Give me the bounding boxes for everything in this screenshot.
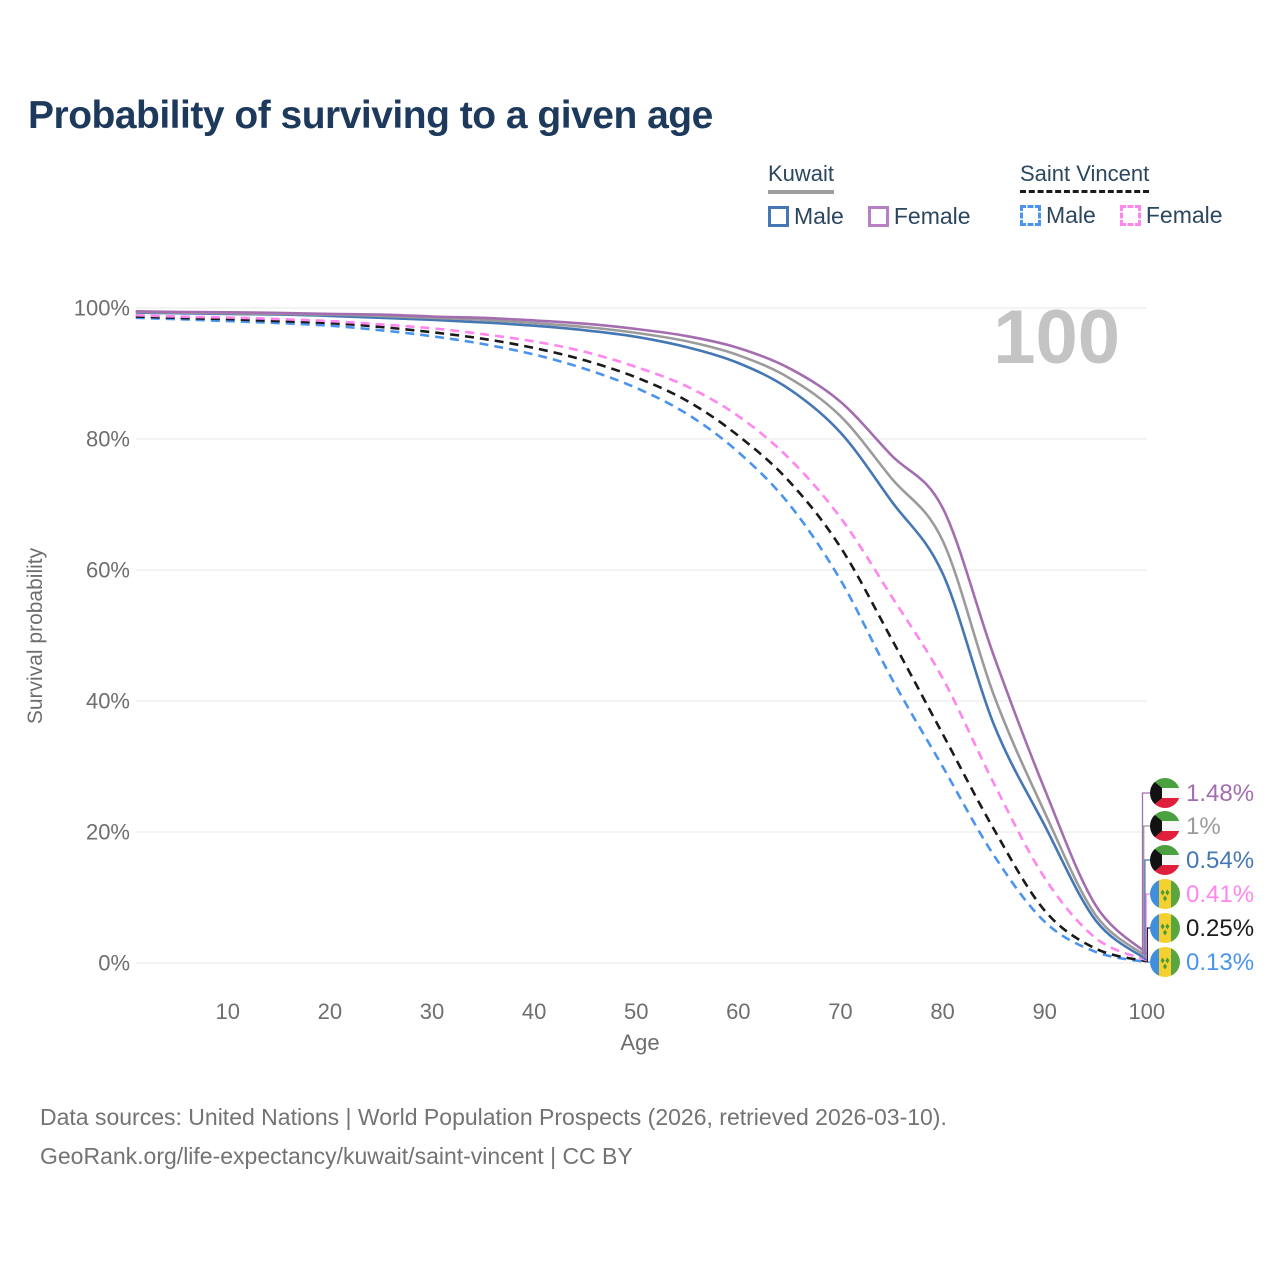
legend-toggle-kuwait-female[interactable]: Female	[867, 203, 971, 230]
end-label-saint-vincent-female: 0.41%	[1186, 881, 1254, 908]
y-tick-label-80: 80%	[86, 427, 130, 452]
x-tick-label-90: 90	[1032, 999, 1056, 1024]
end-label-saint-vincent-both-sexes: 0.25%	[1186, 915, 1254, 942]
saint-vincent-flag-icon	[1150, 947, 1180, 977]
kuwait-flag-icon	[1150, 845, 1180, 875]
curve-saint-vincent-both-sexes	[135, 315, 1148, 963]
x-axis-title: Age	[620, 1030, 659, 1055]
footer-data-sources: Data sources: United Nations | World Pop…	[40, 1104, 947, 1130]
end-label-kuwait-both-sexes: 1%	[1186, 813, 1221, 840]
x-tick-label-80: 80	[930, 999, 954, 1024]
connector-kuwait-female	[1141, 792, 1150, 954]
legend-header-kuwait[interactable]: Kuwait	[768, 161, 835, 194]
x-tick-label-100: 100	[1128, 999, 1165, 1024]
x-tick-label-40: 40	[522, 999, 546, 1024]
legend-row-kuwait: Male Female	[768, 203, 995, 230]
kuwait-flag-icon	[1150, 778, 1180, 808]
saint-vincent-flag-icon	[1150, 879, 1180, 909]
connector-kuwait-male	[1144, 859, 1150, 961]
gridlines	[136, 307, 1147, 964]
curves	[135, 310, 1148, 964]
curve-kuwait-male	[135, 311, 1148, 961]
legend-row-saint-vincent: Male Female	[1020, 202, 1247, 229]
legend-group-saint-vincent: Saint Vincent Male Female	[1020, 161, 1247, 229]
x-tick-label-20: 20	[318, 999, 342, 1024]
checkbox-kuwait-female-icon	[867, 206, 889, 227]
axis-tick-labels: 0% 20% 40% 60% 80% 100% 10 20 30 40 50 60 70 80 90 100	[74, 296, 1165, 1025]
checkbox-saint-vincent-male-icon	[1020, 205, 1041, 226]
curve-kuwait-both-sexes	[135, 310, 1148, 958]
end-label-saint-vincent-male: 0.13%	[1186, 949, 1254, 976]
y-tick-label-60: 60%	[86, 558, 130, 583]
end-label-kuwait-female: 1.48%	[1186, 780, 1254, 807]
x-tick-label-70: 70	[828, 999, 852, 1024]
saint-vincent-flag-icon	[1150, 913, 1180, 943]
x-tick-label-50: 50	[624, 999, 648, 1024]
y-tick-label-100: 100%	[74, 296, 130, 321]
x-tick-label-10: 10	[215, 999, 239, 1024]
checkbox-saint-vincent-female-icon	[1119, 205, 1141, 226]
connector-kuwait-both-sexes	[1143, 825, 1150, 958]
legend-toggle-saint-vincent-female[interactable]: Female	[1119, 202, 1223, 229]
footer-attribution: GeoRank.org/life-expectancy/kuwait/saint…	[40, 1143, 633, 1169]
legend-label-kuwait-male: Male	[794, 203, 844, 229]
curve-saint-vincent-female	[135, 313, 1148, 962]
curve-kuwait-female	[135, 310, 1148, 955]
legend-group-kuwait: Kuwait Male Female	[768, 161, 995, 230]
connector-saint-vincent-both-sexes	[1146, 927, 1150, 963]
legend-label-saint-vincent-male: Male	[1046, 202, 1096, 228]
x-tick-label-30: 30	[420, 999, 444, 1024]
legend-header-saint-vincent[interactable]: Saint Vincent	[1020, 161, 1150, 193]
end-label-kuwait-male: 0.54%	[1186, 847, 1254, 874]
legend-toggle-saint-vincent-male[interactable]: Male	[1020, 202, 1096, 229]
legend-label-kuwait-female: Female	[893, 203, 971, 229]
connector-saint-vincent-female	[1145, 893, 1150, 961]
watermark-100: 100	[993, 295, 1120, 380]
y-tick-label-0: 0%	[98, 951, 130, 976]
kuwait-flag-icon	[1150, 811, 1180, 841]
checkbox-kuwait-male-icon	[768, 206, 789, 227]
y-tick-label-40: 40%	[86, 689, 130, 714]
legend-toggle-kuwait-male[interactable]: Male	[768, 203, 844, 230]
y-axis-title: Survival probability	[24, 547, 47, 724]
legend-label-saint-vincent-female: Female	[1145, 202, 1223, 228]
end-label-connectors	[1141, 792, 1150, 963]
end-labels: 0.13% 0.25% 0.41% 0.54% 1% 1.48%	[1150, 778, 1254, 977]
curve-saint-vincent-male	[135, 316, 1148, 964]
page-title: Probability of surviving to a given age	[28, 94, 713, 137]
x-tick-label-60: 60	[726, 999, 750, 1024]
y-tick-label-20: 20%	[86, 820, 130, 845]
